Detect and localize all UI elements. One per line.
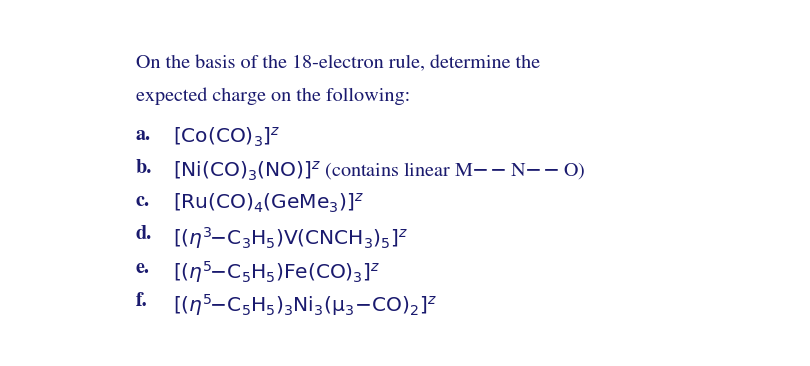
Text: a.: a. bbox=[136, 126, 151, 143]
Text: b.: b. bbox=[136, 159, 152, 177]
Text: e.: e. bbox=[136, 259, 150, 277]
Text: expected charge on the following:: expected charge on the following: bbox=[136, 87, 410, 105]
Text: On the basis of the 18-electron rule, determine the: On the basis of the 18-electron rule, de… bbox=[136, 55, 540, 72]
Text: $[\mathrm{Ni(CO)_3(NO)}]^z$ (contains linear M$-\!-$N$-\!-$O): $[\mathrm{Ni(CO)_3(NO)}]^z$ (contains li… bbox=[173, 159, 586, 182]
Text: $[\mathrm{Co(CO)_3}]^z$: $[\mathrm{Co(CO)_3}]^z$ bbox=[173, 126, 281, 149]
Text: $[(\eta^5\!\!-\!\mathrm{C_5H_5})\mathrm{Fe(CO)_3}]^z$: $[(\eta^5\!\!-\!\mathrm{C_5H_5})\mathrm{… bbox=[173, 259, 381, 285]
Text: $[(\eta^5\!\!-\!\mathrm{C_5H_5})_3\mathrm{Ni_3(\mu_3\!-\!CO)_2}]^z$: $[(\eta^5\!\!-\!\mathrm{C_5H_5})_3\mathr… bbox=[173, 292, 437, 318]
Text: $[\mathrm{Ru(CO)_4(GeMe_3)}]^z$: $[\mathrm{Ru(CO)_4(GeMe_3)}]^z$ bbox=[173, 192, 364, 216]
Text: d.: d. bbox=[136, 225, 152, 243]
Text: f.: f. bbox=[136, 292, 147, 310]
Text: c.: c. bbox=[136, 192, 150, 210]
Text: $[(\eta^3\!\!-\!\mathrm{C_3H_5})\mathrm{V(CNCH_3)_5}]^z$: $[(\eta^3\!\!-\!\mathrm{C_3H_5})\mathrm{… bbox=[173, 225, 408, 251]
